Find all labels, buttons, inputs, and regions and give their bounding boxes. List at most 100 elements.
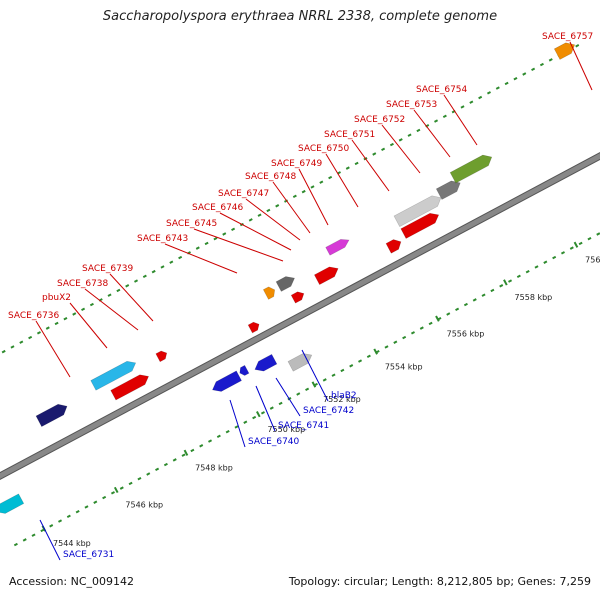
reverse-tick-track <box>472 298 477 302</box>
forward-tick-track <box>381 147 386 151</box>
forward-tick-track <box>548 58 553 62</box>
reverse-tick-track <box>481 293 486 297</box>
kbp-label: 7546 kbp <box>125 501 163 510</box>
reverse-tick-track <box>402 335 407 340</box>
gene-SACE_6746 <box>275 276 295 292</box>
leader-line <box>381 124 421 174</box>
gene-SACE_6749 <box>325 239 350 256</box>
reverse-tick-track <box>455 307 460 311</box>
forward-tick-track <box>134 279 139 283</box>
gene-label: SACE_6749 <box>271 159 323 169</box>
gene-label: SACE_6740 <box>248 437 300 447</box>
forward-tick-track <box>504 81 509 86</box>
gene-SACE_6751 <box>400 212 440 239</box>
leader-line <box>229 399 246 448</box>
forward-tick-track <box>19 340 24 344</box>
gene-SACE_6731 <box>0 493 25 514</box>
reverse-tick-track <box>543 260 548 264</box>
leader-line <box>443 94 478 146</box>
forward-tick-track <box>81 307 86 311</box>
kbp-tick <box>311 381 317 388</box>
forward-tick-track <box>292 194 297 199</box>
reverse-tick-track <box>534 265 539 269</box>
forward-tick-track <box>478 95 483 100</box>
accession-text: Accession: NC_009142 <box>9 575 135 588</box>
leader-line <box>245 198 301 241</box>
kbp-label: 7556 kbp <box>447 329 485 338</box>
forward-tick-track <box>284 199 289 203</box>
leader-line <box>272 181 311 234</box>
forward-tick-track <box>10 345 15 349</box>
forward-tick-track <box>513 76 518 81</box>
gene-label: SACE_6741 <box>278 421 329 431</box>
reverse-tick-track <box>260 411 265 415</box>
reverse-tick-track <box>110 491 115 495</box>
forward-tick-track <box>222 232 227 236</box>
leader-line <box>109 273 154 322</box>
forward-tick-track <box>266 208 271 213</box>
leader-line <box>298 168 329 226</box>
gene-label: SACE_6747 <box>218 189 269 199</box>
forward-tick-track <box>354 161 359 166</box>
forward-tick-track <box>63 316 68 321</box>
forward-tick-track <box>107 293 112 297</box>
backbone <box>0 153 600 479</box>
gene-label: SACE_6739 <box>82 264 134 274</box>
forward-tick-track <box>125 284 130 288</box>
reverse-tick-track <box>305 387 310 391</box>
forward-tick-track <box>257 213 262 217</box>
leader-line <box>569 41 593 91</box>
reverse-tick-track <box>40 528 45 533</box>
reverse-tick-track <box>516 274 521 279</box>
leader-line <box>164 243 238 274</box>
forward-tick-track <box>178 255 183 260</box>
reverse-tick-track <box>234 425 239 429</box>
gene-label: pbuX2 <box>42 293 71 303</box>
gene-SACE_6742 <box>254 353 278 372</box>
leader-line <box>325 153 359 208</box>
gene-SACE_6743 <box>247 321 260 334</box>
reverse-tick-track <box>181 453 186 457</box>
gene-SACE_6745 <box>262 286 276 300</box>
kbp-label: 7558 kbp <box>515 293 553 302</box>
kbp-label: 7548 kbp <box>195 463 233 472</box>
reverse-tick-track <box>322 378 327 382</box>
gene-label: SACE_6752 <box>354 115 405 125</box>
forward-tick-track <box>522 72 527 76</box>
reverse-tick-track <box>22 538 27 542</box>
reverse-tick-track <box>278 401 283 406</box>
forward-tick-track <box>195 246 200 250</box>
map-title: Saccharopolyspora erythraea NRRL 2338, c… <box>102 9 498 24</box>
gene-SACE_6747 <box>290 291 305 304</box>
reverse-tick-track <box>446 312 451 316</box>
reverse-tick-track <box>137 477 142 481</box>
kbp-tick <box>113 486 119 494</box>
reverse-tick-track <box>340 368 345 373</box>
reverse-tick-track <box>75 509 80 514</box>
gene-label: SACE_6736 <box>8 311 60 321</box>
forward-tick-track <box>89 302 94 307</box>
gene-SACE_6754 <box>449 154 493 184</box>
reverse-tick-track <box>225 429 230 434</box>
kbp-label: 7550 kbp <box>267 425 305 434</box>
reverse-tick-track <box>102 495 107 500</box>
gene-label: SACE_6754 <box>416 85 468 95</box>
reverse-tick-track <box>560 251 565 255</box>
reverse-tick-track <box>146 472 151 476</box>
reverse-tick-track <box>58 519 63 523</box>
forward-tick-track <box>142 274 147 279</box>
reverse-tick-track <box>199 444 204 448</box>
leader-line <box>255 385 276 432</box>
kbp-label: 7544 kbp <box>53 539 91 548</box>
kbp-tick <box>183 449 189 456</box>
kbp-tick <box>435 315 440 322</box>
reverse-tick-track <box>190 448 195 453</box>
gene-SACE_6739 <box>155 350 168 363</box>
forward-tick-track <box>310 185 315 189</box>
forward-tick-track <box>398 138 403 142</box>
leader-line <box>413 109 451 158</box>
reverse-tick-track <box>252 415 257 420</box>
reverse-tick-track <box>119 486 124 490</box>
forward-tick-track <box>416 128 421 133</box>
reverse-tick-track <box>419 326 424 330</box>
